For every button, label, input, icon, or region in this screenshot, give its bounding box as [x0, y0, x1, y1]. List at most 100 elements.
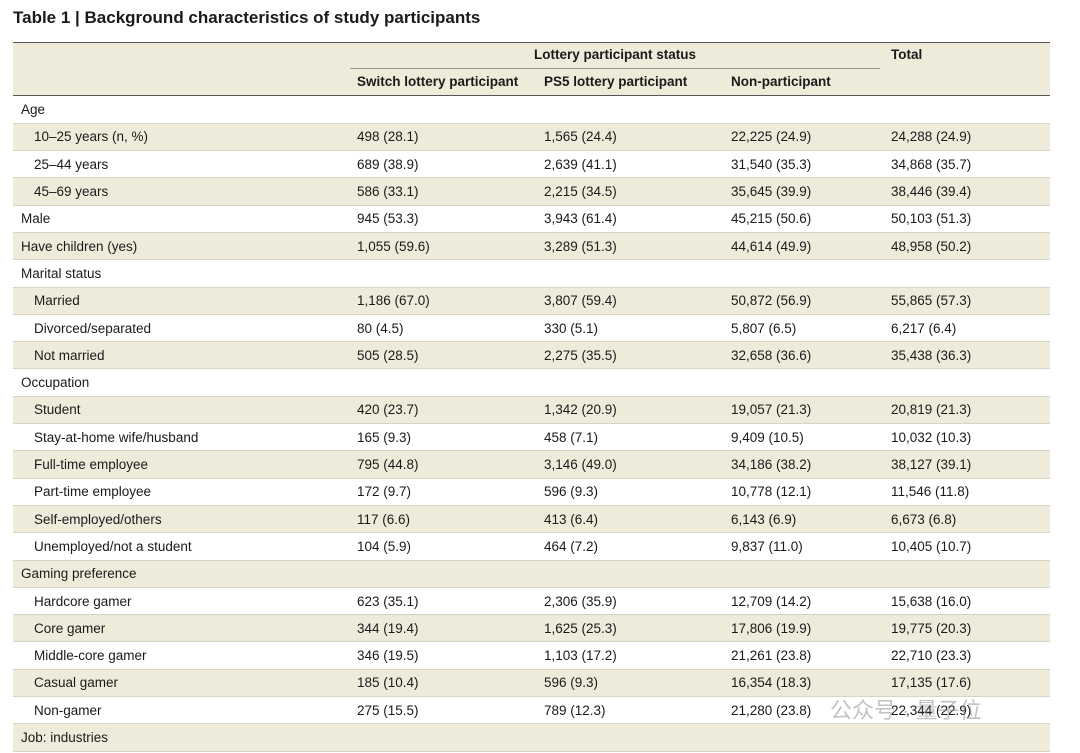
- row-label: Student: [34, 402, 81, 418]
- cell: 38,127 (39.1): [891, 457, 972, 473]
- table-row: [13, 233, 1050, 261]
- row-label: Core gamer: [34, 620, 106, 636]
- section-label: Marital status: [21, 265, 102, 281]
- row-label: Middle-core gamer: [34, 648, 147, 664]
- cell: 3,146 (49.0): [544, 457, 617, 473]
- table-row: [13, 451, 1050, 479]
- table-row: [13, 287, 1050, 315]
- cell: 3,807 (59.4): [544, 293, 617, 309]
- table-row: [13, 478, 1050, 506]
- section-label: Job: industries: [21, 730, 109, 746]
- cell: 22,710 (23.3): [891, 648, 972, 664]
- table-row: [13, 560, 1050, 588]
- cell: 50,103 (51.3): [891, 211, 972, 227]
- cell: 3,943 (61.4): [544, 211, 617, 227]
- cell: 6,673 (6.8): [891, 511, 957, 527]
- cell: 344 (19.4): [357, 620, 419, 636]
- group-header: Lottery participant status: [533, 47, 697, 62]
- cell: 22,225 (24.9): [731, 129, 812, 145]
- cell: 32,658 (36.6): [731, 347, 812, 363]
- cell: 35,438 (36.3): [891, 347, 972, 363]
- cell: 1,565 (24.4): [544, 129, 617, 145]
- watermark: 公众号 · 量子位: [830, 698, 982, 723]
- cell: 165 (9.3): [357, 429, 412, 445]
- row-label: Hardcore gamer: [34, 593, 132, 609]
- cell: 2,275 (35.5): [544, 347, 617, 363]
- cell: 6,143 (6.9): [731, 511, 797, 527]
- cell: 1,625 (25.3): [544, 620, 617, 636]
- section-label: Occupation: [21, 375, 90, 391]
- table-row: [13, 342, 1050, 370]
- table-row: [13, 506, 1050, 534]
- table-row: [13, 314, 1050, 343]
- cell: 2,639 (41.1): [544, 156, 617, 172]
- cell: 19,057 (21.3): [731, 402, 812, 418]
- cell: 413 (6.4): [544, 511, 599, 527]
- table-row: [13, 533, 1050, 561]
- cell: 420 (23.7): [357, 402, 419, 418]
- cell: 185 (10.4): [357, 675, 419, 691]
- cell: 19,775 (20.3): [891, 620, 972, 636]
- cell: 330 (5.1): [544, 320, 599, 336]
- cell: 117 (6.6): [357, 511, 411, 527]
- cell: 586 (33.1): [357, 184, 419, 200]
- row-label: Not married: [34, 347, 105, 363]
- table-row: [13, 642, 1050, 670]
- cell: 2,306 (35.9): [544, 593, 617, 609]
- cell: 275 (15.5): [357, 702, 419, 718]
- table-row: [13, 615, 1050, 643]
- cell: 3,289 (51.3): [544, 238, 617, 254]
- cell: 10,405 (10.7): [891, 538, 972, 554]
- cell: 789 (12.3): [544, 702, 606, 718]
- total-header: Total: [891, 47, 923, 62]
- cell: 945 (53.3): [357, 211, 419, 227]
- cell: 48,958 (50.2): [891, 238, 972, 254]
- table-row: [13, 724, 1050, 752]
- table-row: [13, 669, 1050, 698]
- cell: 1,186 (67.0): [357, 293, 430, 309]
- cell: 2,215 (34.5): [544, 184, 617, 200]
- row-label: Non-gamer: [34, 702, 102, 718]
- cell: 5,807 (6.5): [731, 320, 797, 336]
- column-header: Switch lottery participant: [357, 74, 519, 89]
- cell: 6,217 (6.4): [891, 320, 957, 336]
- cell: 35,645 (39.9): [731, 184, 812, 200]
- cell: 10,778 (12.1): [731, 484, 812, 500]
- cell: 505 (28.5): [357, 347, 419, 363]
- cell: 44,614 (49.9): [731, 238, 812, 254]
- row-label: Full-time employee: [34, 457, 149, 473]
- cell: 9,837 (11.0): [731, 538, 803, 554]
- row-label: Divorced/separated: [34, 320, 152, 336]
- table-row: [13, 178, 1050, 206]
- cell: 10,032 (10.3): [891, 429, 972, 445]
- cell: 1,055 (59.6): [357, 238, 430, 254]
- cell: 16,354 (18.3): [731, 675, 812, 691]
- column-header: Non-participant: [731, 74, 831, 89]
- cell: 12,709 (14.2): [731, 593, 812, 609]
- row-label: Unemployed/not a student: [34, 538, 192, 554]
- cell: 31,540 (35.3): [731, 156, 812, 172]
- cell: 80 (4.5): [357, 320, 404, 336]
- cell: 689 (38.9): [357, 156, 419, 172]
- cell: 464 (7.2): [544, 538, 599, 554]
- table-row: [13, 96, 1050, 124]
- row-label: Self-employed/others: [34, 511, 162, 527]
- row-label: 25–44 years: [34, 156, 109, 172]
- table-row: [13, 369, 1050, 397]
- cell: 22,344 (22.9): [891, 702, 972, 718]
- cell: 34,186 (38.2): [731, 457, 812, 473]
- cell: 11,546 (11.8): [891, 484, 970, 500]
- cell: 38,446 (39.4): [891, 184, 972, 200]
- cell: 172 (9.7): [357, 484, 412, 500]
- cell: 458 (7.1): [544, 429, 599, 445]
- table-row: [13, 396, 1050, 425]
- cell: 498 (28.1): [357, 129, 419, 145]
- table-row: [13, 697, 1050, 725]
- table-row: [13, 151, 1050, 179]
- cell: 1,342 (20.9): [544, 402, 617, 418]
- table-title: Table 1 | Background characteristics of …: [13, 8, 481, 27]
- cell: 20,819 (21.3): [891, 402, 972, 418]
- cell: 1,103 (17.2): [544, 648, 617, 664]
- table-row: [13, 424, 1050, 452]
